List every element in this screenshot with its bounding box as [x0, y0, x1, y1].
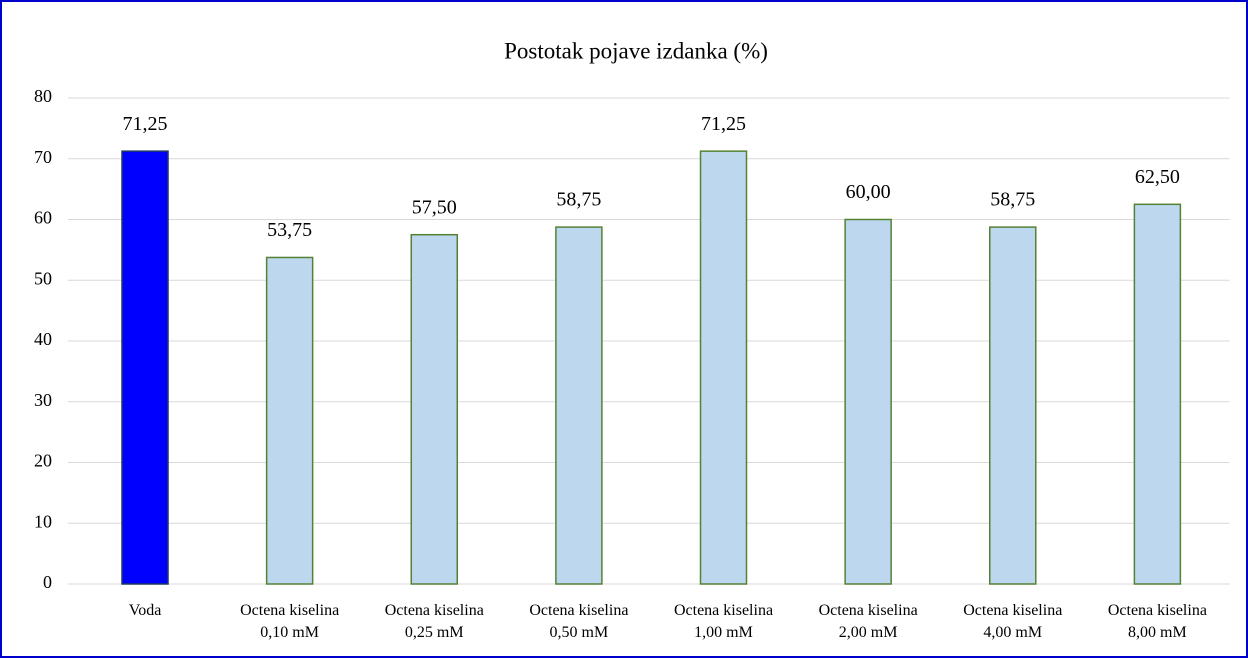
y-tick-label: 40 — [34, 329, 52, 349]
x-tick-label: Octena kiselina 0,50 mM — [529, 602, 628, 641]
bar — [844, 218, 892, 585]
x-tick-label-line: 1,00 mM — [694, 624, 753, 641]
x-tick-label-line: Octena kiselina — [1108, 602, 1207, 619]
x-tick-label: Octena kiselina 0,25 mM — [385, 602, 484, 641]
x-tick-label: Octena kiselina 2,00 mM — [819, 602, 918, 641]
x-tick-label-line: Voda — [129, 602, 162, 619]
data-label: 60,00 — [846, 181, 891, 203]
bar — [410, 233, 459, 585]
x-tick-label-line: 0,25 mM — [405, 624, 464, 641]
y-tick-label: 0 — [43, 572, 52, 592]
y-tick-label: 50 — [34, 268, 52, 288]
y-tick-label: 10 — [34, 511, 52, 531]
bar — [699, 150, 748, 585]
y-tick-label: 20 — [34, 451, 52, 471]
data-label: 53,75 — [267, 219, 312, 241]
x-tick-label: Voda — [129, 602, 162, 619]
y-tick-label: 30 — [34, 390, 52, 410]
x-tick-label-line: 4,00 mM — [983, 624, 1042, 641]
x-tick-label-line: 8,00 mM — [1128, 624, 1187, 641]
bar — [265, 256, 314, 585]
data-label: 71,25 — [123, 113, 168, 135]
bar — [555, 226, 603, 585]
y-tick-label: 70 — [34, 147, 52, 167]
x-tick-label-line: Octena kiselina — [385, 602, 484, 619]
data-label: 57,50 — [412, 196, 457, 218]
data-label: 62,50 — [1135, 166, 1180, 188]
data-label: 58,75 — [556, 189, 601, 211]
x-tick-label: Octena kiselina 1,00 mM — [674, 602, 773, 641]
data-label: 58,75 — [990, 189, 1035, 211]
x-tick-label-line: Octena kiselina — [674, 602, 773, 619]
x-tick-label-line: Octena kiselina — [819, 602, 918, 619]
chart-title: Postotak pojave izdanka (%) — [504, 38, 768, 63]
bar — [1133, 203, 1182, 585]
x-tick-label-line: Octena kiselina — [963, 602, 1062, 619]
x-tick-label-line: 0,50 mM — [550, 624, 609, 641]
x-tick-label: Octena kiselina 0,10 mM — [240, 602, 339, 641]
x-tick-label-line: Octena kiselina — [240, 602, 339, 619]
y-tick-label: 80 — [34, 86, 52, 106]
x-tick-label-line: 0,10 mM — [260, 624, 319, 641]
data-label: 71,25 — [701, 113, 746, 135]
x-tick-label: Octena kiselina 8,00 mM — [1108, 602, 1207, 641]
y-tick-label: 60 — [34, 208, 52, 228]
x-tick-label: Octena kiselina 4,00 mM — [963, 602, 1062, 641]
x-tick-label-line: 2,00 mM — [839, 624, 898, 641]
x-tick-label-line: Octena kiselina — [529, 602, 628, 619]
bar — [989, 226, 1037, 585]
bar — [121, 150, 169, 585]
